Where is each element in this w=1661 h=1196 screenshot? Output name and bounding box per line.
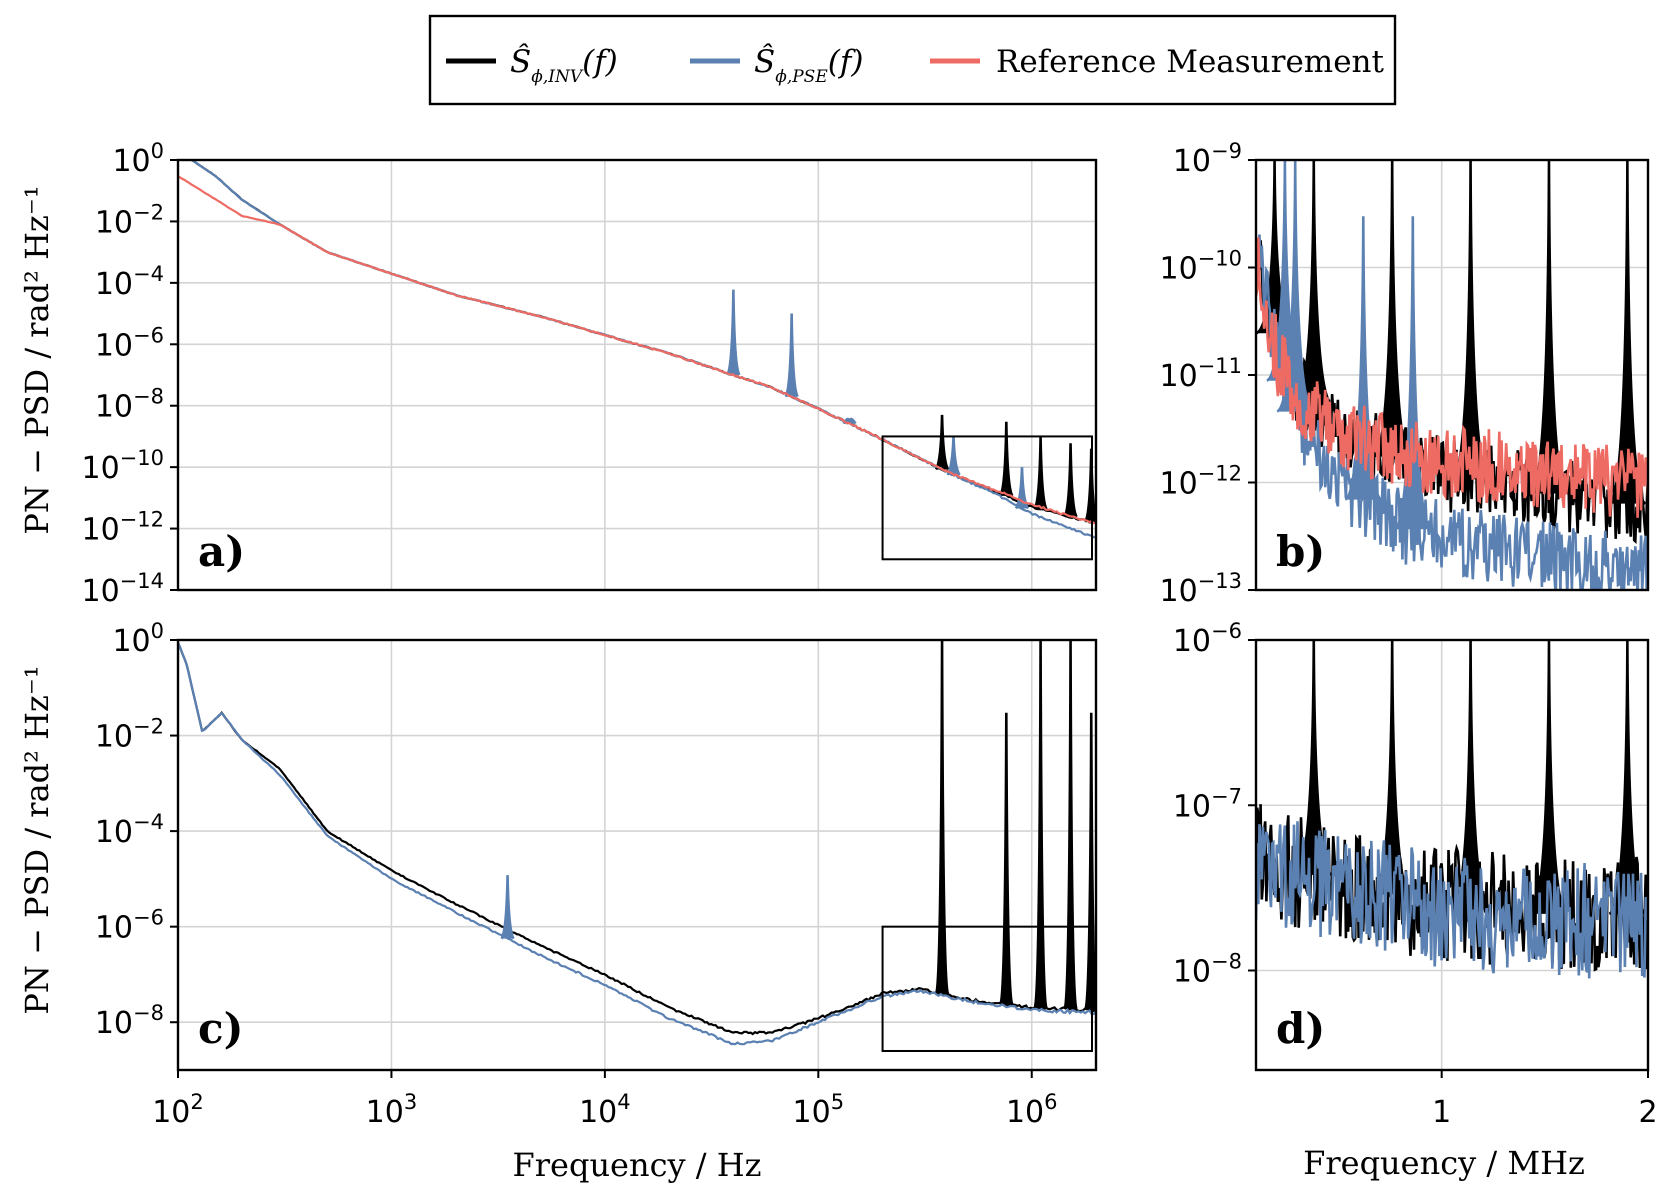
series-peak [1608, 160, 1647, 505]
series-peak [1033, 640, 1048, 1009]
series-peak [1393, 216, 1432, 531]
x-tick-label: 105 [793, 1090, 845, 1130]
y-tick-label: 10−8 [95, 1001, 164, 1041]
series-peak [999, 712, 1014, 1006]
series-peak [1033, 436, 1048, 510]
y-tick-label: 10−11 [1159, 354, 1242, 394]
series-line-0 [178, 642, 1096, 1036]
series-peak [726, 289, 741, 376]
series-line-1 [178, 642, 1096, 1046]
panel-c: 100 10−2 10−4 10−6 10−8 102 103 104 105 106 [95, 619, 1098, 1130]
legend-frame [428, 14, 1397, 106]
series-peak [934, 640, 950, 995]
legend-label-pse: Ŝϕ,PSE(f) [754, 42, 863, 87]
axes-frame [176, 158, 1098, 592]
y-tick-label: 10−13 [1159, 569, 1242, 609]
series-line-1 [1256, 821, 1648, 979]
y-tick-label: 10−6 [1173, 619, 1242, 659]
x-tick-label: 106 [1006, 1090, 1058, 1130]
x-tick-label: 1 [1432, 1095, 1451, 1130]
series-peak [1063, 443, 1078, 518]
axes-frame [1254, 158, 1650, 592]
y-tick-label: 10−6 [95, 323, 164, 363]
series-peak [1294, 160, 1333, 405]
series-peak [1014, 467, 1030, 510]
panel-letter-d: d) [1276, 1004, 1325, 1053]
x-tick-label: 102 [152, 1090, 204, 1130]
x-tick-label: 2 [1638, 1095, 1657, 1130]
series-peak [946, 436, 961, 476]
series-peak [1530, 640, 1568, 916]
panel-letter-b: b) [1276, 527, 1325, 576]
y-tick-label: 10−2 [95, 200, 164, 240]
series-peak [500, 875, 515, 940]
legend: Ŝϕ,INV(f) Ŝϕ,PSE(f) Reference Measuremen… [428, 14, 1397, 106]
axes-frame [176, 638, 1098, 1072]
zoom-box [881, 925, 1093, 1052]
zoom-box [881, 435, 1093, 561]
series-peak [1608, 640, 1647, 916]
y-tick-label: 10−10 [1159, 247, 1242, 287]
ylabel-top: PN − PSD / rad² Hz⁻¹ [18, 185, 56, 534]
series-line-1 [1256, 234, 1648, 590]
panel-d: 10−6 10−7 10−8 1 2 [1173, 619, 1658, 1130]
y-tick-label: 10−2 [95, 715, 164, 755]
series-line-2 [1256, 237, 1648, 518]
y-tick-label: 10−8 [1173, 950, 1242, 990]
axes-frame [1254, 638, 1650, 1072]
y-tick-label: 10−8 [95, 385, 164, 425]
ylabel-bottom: PN − PSD / rad² Hz⁻¹ [18, 665, 56, 1014]
y-tick-label: 10−12 [1159, 462, 1242, 502]
series-peak [1373, 160, 1412, 458]
series-peak [1084, 712, 1096, 1011]
xlabel-left: Frequency / Hz [513, 1146, 762, 1184]
x-tick-label: 103 [366, 1090, 418, 1130]
panel-a: 100 10−2 10−4 10−6 10−8 10−10 10−12 10−14 [81, 139, 1098, 609]
y-tick-label: 10−7 [1173, 784, 1242, 824]
series-peak [934, 414, 950, 471]
series-peak [1063, 640, 1078, 1010]
panel-b: 10−9 10−10 10−11 10−12 10−13 [1159, 139, 1650, 609]
x-tick-label: 104 [579, 1090, 631, 1130]
panel-letter-c: c) [198, 1004, 243, 1053]
y-tick-label: 10−4 [95, 810, 164, 850]
y-tick-label: 10−6 [95, 906, 164, 946]
y-tick-label: 10−9 [1173, 139, 1242, 179]
y-tick-label: 10−12 [81, 508, 164, 548]
series-peak [784, 313, 799, 398]
y-tick-label: 10−10 [81, 446, 164, 486]
y-tick-label: 100 [112, 139, 164, 179]
series-peak [1451, 160, 1490, 481]
series-line-2 [178, 175, 1096, 525]
panel-letter-a: a) [198, 527, 245, 576]
legend-label-inv: Ŝϕ,INV(f) [510, 42, 618, 87]
y-tick-label: 10−4 [95, 262, 164, 302]
xlabel-right: Frequency / MHz [1303, 1144, 1585, 1182]
y-tick-label: 100 [112, 619, 164, 659]
y-tick-label: 10−14 [81, 569, 164, 609]
legend-label-ref: Reference Measurement [996, 44, 1385, 80]
series-peak [999, 421, 1014, 497]
